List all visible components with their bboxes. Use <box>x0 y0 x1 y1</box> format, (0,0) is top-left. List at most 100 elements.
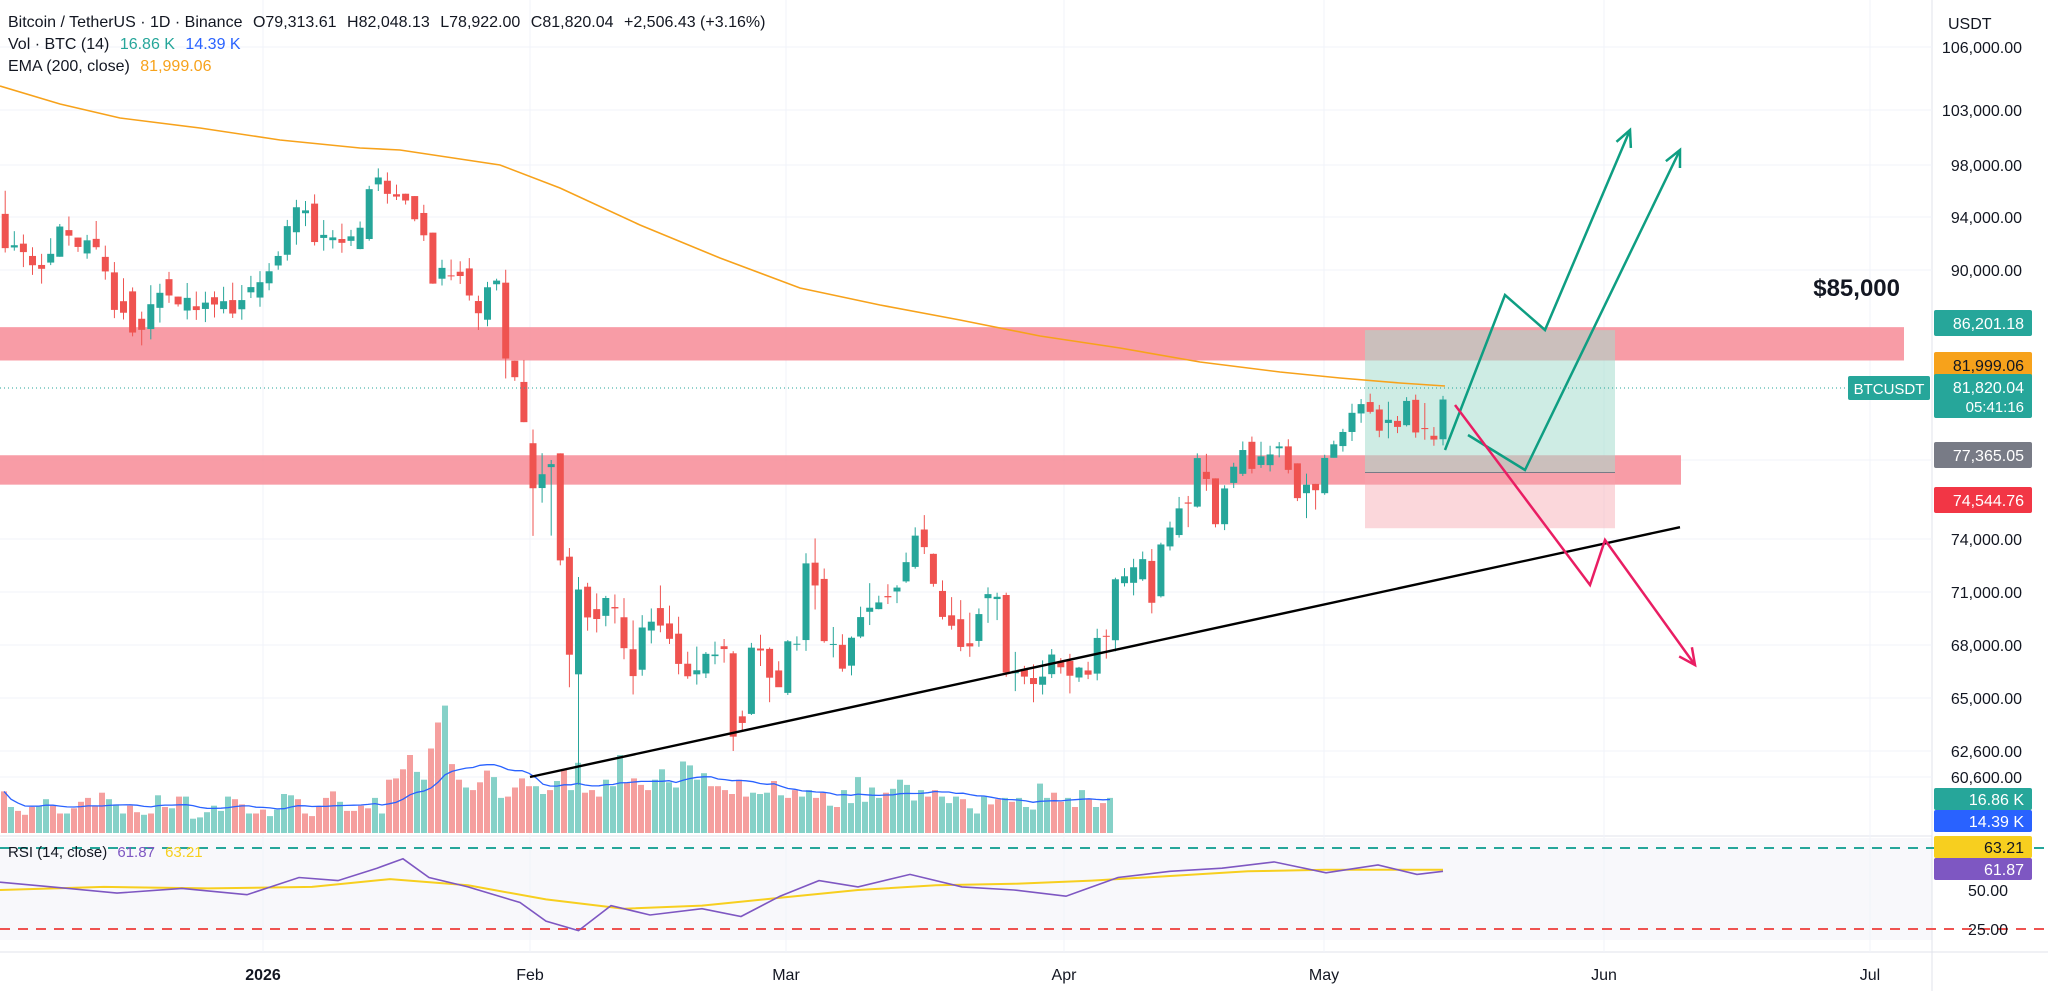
candle-body <box>684 663 692 677</box>
time-axis-label: Apr <box>1052 967 1078 984</box>
time-axis-label: May <box>1309 967 1339 984</box>
volume-bar <box>218 810 224 833</box>
candle-body <box>784 641 792 693</box>
volume-bar <box>610 786 616 833</box>
candle-body <box>802 563 810 641</box>
volume-bar <box>463 787 469 833</box>
candle-body <box>729 653 737 737</box>
candle-body <box>493 280 501 285</box>
ohlc-low: L78,922.00 <box>440 14 521 31</box>
volume-bar <box>897 779 903 833</box>
candle-body <box>256 282 264 298</box>
volume-bar <box>1002 797 1008 833</box>
volume-bar <box>617 755 623 833</box>
volume-bar <box>330 791 336 833</box>
candle-body <box>74 237 82 247</box>
volume-bar <box>694 779 700 833</box>
candle-body <box>875 602 883 610</box>
volume-bar <box>631 778 637 833</box>
volume-bar <box>309 816 315 833</box>
volume-bar <box>414 771 420 833</box>
ohlc-change: +2,506.43 (+3.16%) <box>623 14 766 31</box>
volume-bar <box>820 792 826 833</box>
candle-body <box>1075 667 1083 678</box>
volume-bar <box>358 805 364 833</box>
volume-bar <box>190 818 196 833</box>
candle-body <box>620 617 628 649</box>
candle-body <box>711 654 719 657</box>
volume-bar <box>253 813 259 833</box>
candle-body <box>793 643 801 645</box>
volume-bar <box>204 812 210 833</box>
candle-body <box>447 275 455 277</box>
volume-bar <box>442 705 448 833</box>
candle-body <box>848 637 855 666</box>
volume-bar <box>771 781 777 833</box>
candle-body <box>1384 419 1392 423</box>
volume-bar <box>246 813 252 833</box>
candle-body <box>1430 435 1438 440</box>
resistance-zone <box>0 327 1904 361</box>
rsi-axis-tick: 25.00 <box>1968 922 2008 939</box>
volume-bar <box>456 779 462 833</box>
bullish-arrow-head <box>1665 147 1682 169</box>
candle-body <box>365 189 373 239</box>
rsi-ma-value: 63.21 <box>165 844 203 861</box>
volume-bar <box>1100 803 1106 833</box>
candle-body <box>474 301 482 314</box>
volume-bar <box>603 779 609 833</box>
candle-body <box>147 304 155 330</box>
volume-ma-line <box>3 763 1111 810</box>
bullish-scenario-arrow <box>1443 129 1632 451</box>
volume-bar <box>29 807 35 833</box>
volume-bar <box>113 804 119 833</box>
ema-value: 81,999.06 <box>140 58 212 75</box>
candle-body <box>975 614 983 641</box>
volume-bar <box>1058 801 1064 833</box>
volume-bar <box>792 790 798 833</box>
volume-bar <box>1016 797 1022 833</box>
volume-bar <box>799 796 805 833</box>
volume-bar <box>1037 783 1043 833</box>
candle-body <box>675 633 683 664</box>
price-axis-tick: 90,000.00 <box>1951 263 2022 280</box>
candle-body <box>611 607 619 609</box>
candle-body <box>1002 595 1010 673</box>
candle-body <box>1221 488 1229 525</box>
candle-body <box>138 318 146 330</box>
candle-body <box>402 193 410 201</box>
ema-legend[interactable]: EMA (200, close) 81,999.06 <box>8 56 217 78</box>
volume-bar <box>736 779 742 833</box>
tag-symbol-bg <box>1848 376 1930 400</box>
volume-bar <box>85 797 91 833</box>
volume-bar <box>127 805 133 833</box>
candle-body <box>584 586 592 618</box>
tag-ema-bg <box>1934 352 2032 378</box>
candle-body <box>1403 400 1411 426</box>
candle-body <box>1130 567 1138 583</box>
price-axis-tick: 94,000.00 <box>1951 210 2022 227</box>
candle-body <box>19 243 27 253</box>
candle-body <box>56 226 64 257</box>
volume-bar <box>652 779 658 833</box>
symbol-title[interactable]: Bitcoin / TetherUS · 1D · Binance <box>8 14 243 31</box>
tag-rsi-bg <box>1934 858 2032 880</box>
candle-body <box>229 300 237 314</box>
volume-bar <box>554 781 560 833</box>
volume-bar <box>701 773 707 833</box>
currency-badge[interactable]: USDT <box>1948 16 1992 33</box>
tag-rsi-ma: 63.21 <box>1984 840 2024 857</box>
volume-bar <box>106 799 112 833</box>
volume-bar <box>134 812 140 833</box>
price-axis-tick: 65,000.00 <box>1951 691 2022 708</box>
volume-legend[interactable]: Vol · BTC (14) 16.86 K 14.39 K <box>8 34 247 56</box>
candle-body <box>1439 399 1447 440</box>
volume-bar <box>1030 809 1036 833</box>
volume-bar <box>239 804 245 833</box>
volume-bar <box>925 796 931 833</box>
time-axis-label: Jul <box>1860 967 1880 984</box>
candle-body <box>83 240 91 254</box>
rsi-legend[interactable]: RSI (14, close) 61.87 63.21 <box>8 844 209 861</box>
candle-body <box>165 279 173 296</box>
